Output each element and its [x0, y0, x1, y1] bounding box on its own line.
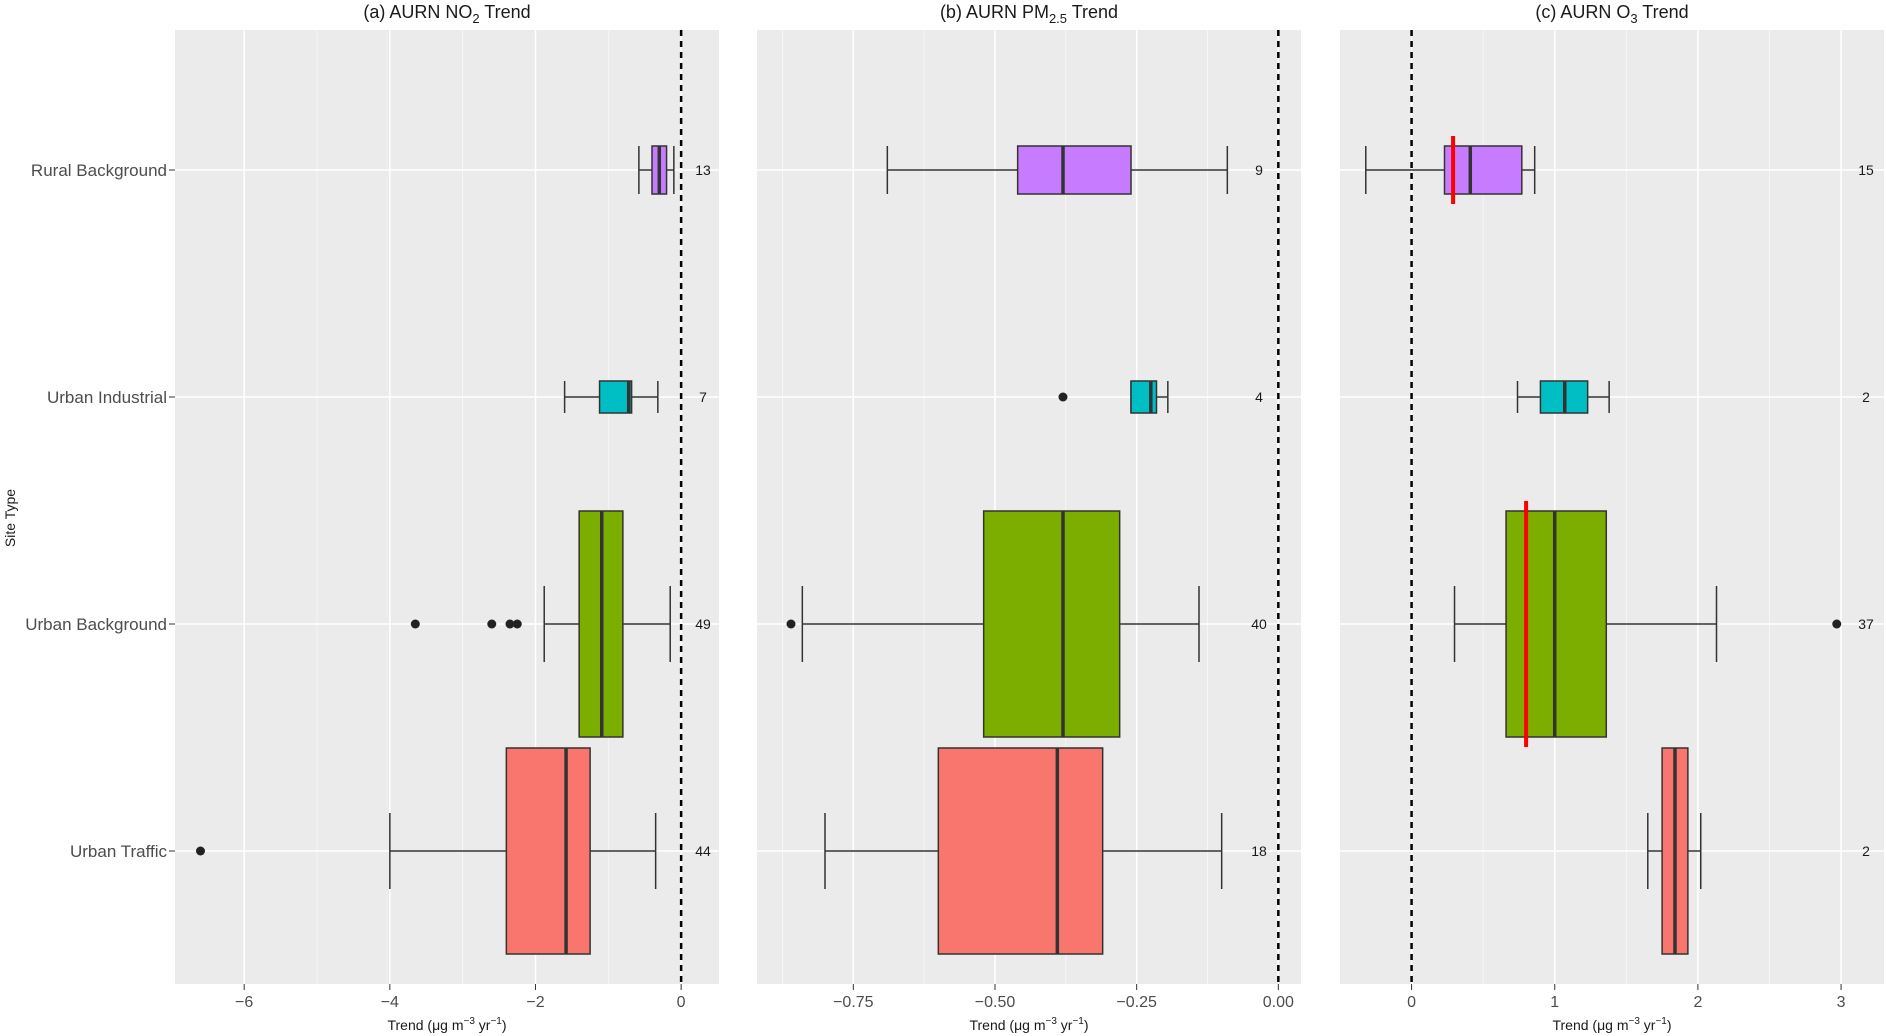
- category-label-urban-industrial: Urban Industrial: [47, 388, 167, 407]
- box-urban-background: 49: [410, 510, 711, 738]
- box-rural-background: 9: [886, 145, 1263, 195]
- outlier-point: [487, 619, 497, 629]
- x-tick-label: −4: [381, 994, 399, 1011]
- x-tick-label: 2: [1693, 994, 1702, 1011]
- count-label: 37: [1858, 616, 1874, 632]
- x-axis-title: Trend (μg m−3 yr−1): [387, 1016, 506, 1033]
- box-urban-industrial: 4: [1058, 380, 1263, 414]
- count-label: 4: [1255, 389, 1263, 405]
- panel-1: 13 7 49 44 −6 −4 −2 0 (a) AURN NO2 Trend Trend (μ…: [175, 2, 719, 1033]
- box-urban-background: 40: [786, 510, 1267, 738]
- box-urban-industrial: 7: [563, 380, 707, 414]
- x-tick-label: 3: [1837, 994, 1846, 1011]
- count-label: 15: [1858, 162, 1874, 178]
- panel-title: (b) AURN PM2.5 Trend: [940, 2, 1118, 26]
- outlier-point: [195, 846, 205, 856]
- box-rural-background: 13: [638, 145, 711, 195]
- x-tick-label: 0: [677, 994, 686, 1011]
- box-urban-traffic: 18: [824, 747, 1267, 955]
- x-tick-label: 0: [1407, 994, 1416, 1011]
- count-label: 7: [699, 389, 707, 405]
- count-label: 40: [1251, 616, 1267, 632]
- panel-background: [175, 30, 719, 984]
- count-label: 9: [1255, 162, 1263, 178]
- x-tick-label: −0.50: [975, 994, 1016, 1011]
- iqr-box: [937, 747, 1104, 955]
- count-label: 2: [1862, 843, 1870, 859]
- x-tick-label: −6: [235, 994, 253, 1011]
- category-label-urban-traffic: Urban Traffic: [70, 842, 168, 861]
- iqr-box: [1443, 145, 1523, 195]
- box-urban-traffic: 44: [195, 747, 711, 955]
- x-tick-label: −0.75: [833, 994, 874, 1011]
- outlier-point: [512, 619, 522, 629]
- iqr-box: [982, 510, 1121, 738]
- panel-background: [1340, 30, 1884, 984]
- x-tick-label: −2: [526, 994, 544, 1011]
- category-label-rural-background: Rural Background: [31, 161, 167, 180]
- count-label: 49: [695, 616, 711, 632]
- outlier-point: [1058, 392, 1068, 402]
- x-tick-label: 0.00: [1263, 994, 1294, 1011]
- panel-title: (c) AURN O3 Trend: [1535, 2, 1688, 26]
- box-urban-background: 37: [1453, 510, 1874, 738]
- box-rural-background: 15: [1365, 145, 1874, 195]
- panel-3: 15 2 37 2 0 1 2 3 (c) AURN O3 Trend Trend (μg m−3…: [1340, 2, 1884, 1033]
- count-label: 44: [695, 843, 711, 859]
- category-label-urban-background: Urban Background: [25, 615, 167, 634]
- panels-group: Rural Background Urban Industrial Urban Ba…: [25, 2, 1884, 1033]
- count-label: 18: [1251, 843, 1267, 859]
- outlier-point: [786, 619, 796, 629]
- panel-2: 9 4 40 18 −0.75 −0.50 −0.25 0.00 (b) AURN PM2.5 …: [757, 2, 1301, 1033]
- x-tick-label: −0.25: [1116, 994, 1157, 1011]
- box-urban-industrial: 2: [1516, 380, 1870, 414]
- iqr-box: [1130, 380, 1158, 414]
- iqr-box: [505, 747, 591, 955]
- x-tick-label: 1: [1550, 994, 1559, 1011]
- x-axis-title: Trend (μg m−3 yr−1): [969, 1016, 1088, 1033]
- box-urban-traffic: 2: [1647, 747, 1870, 955]
- outlier-point: [505, 619, 515, 629]
- count-label: 2: [1862, 389, 1870, 405]
- iqr-box: [598, 380, 633, 414]
- outlier-point: [410, 619, 420, 629]
- y-axis-title: Site Type: [2, 489, 18, 547]
- outlier-point: [1832, 619, 1842, 629]
- x-axis-title: Trend (μg m−3 yr−1): [1552, 1016, 1671, 1033]
- iqr-box: [1016, 145, 1132, 195]
- panel-title: (a) AURN NO2 Trend: [363, 2, 530, 26]
- count-label: 13: [695, 162, 711, 178]
